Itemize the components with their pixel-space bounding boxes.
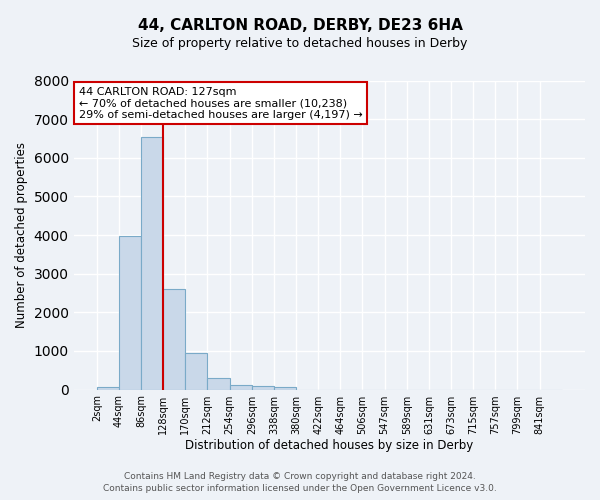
Bar (230, 386, 252, 390)
Y-axis label: Number of detached properties: Number of detached properties (15, 142, 28, 328)
Text: Contains public sector information licensed under the Open Government Licence v3: Contains public sector information licen… (103, 484, 497, 493)
Text: Contains HM Land Registry data © Crown copyright and database right 2024.: Contains HM Land Registry data © Crown c… (124, 472, 476, 481)
Text: Size of property relative to detached houses in Derby: Size of property relative to detached ho… (133, 38, 467, 51)
Text: 44, CARLTON ROAD, DERBY, DE23 6HA: 44, CARLTON ROAD, DERBY, DE23 6HA (137, 18, 463, 32)
Text: 44 CARLTON ROAD: 127sqm
← 70% of detached houses are smaller (10,238)
29% of sem: 44 CARLTON ROAD: 127sqm ← 70% of detache… (79, 86, 362, 120)
Bar (208, 378, 230, 390)
Bar (252, 386, 274, 390)
Bar (141, 138, 163, 390)
Bar (163, 288, 185, 390)
Bar (119, 236, 141, 390)
X-axis label: Distribution of detached houses by size in Derby: Distribution of detached houses by size … (185, 440, 473, 452)
Bar (274, 387, 296, 390)
Bar (97, 388, 119, 390)
Bar (185, 353, 208, 390)
